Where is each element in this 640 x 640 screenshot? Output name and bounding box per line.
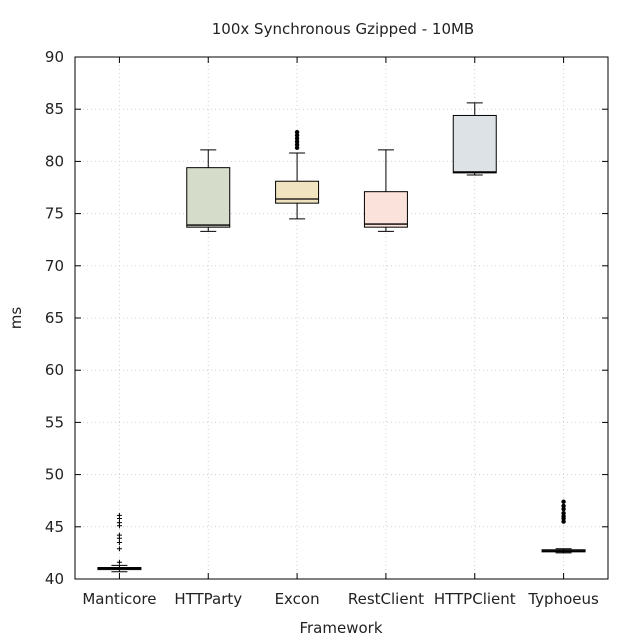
plot-border bbox=[74, 56, 609, 580]
y-tick-label: 85 bbox=[45, 100, 64, 118]
outlier-point bbox=[561, 503, 566, 509]
box-httparty bbox=[186, 149, 231, 232]
outlier-point bbox=[116, 520, 122, 526]
y-axis: 40 45 50 55 60 65 70 75 80 85 90 bbox=[45, 48, 608, 588]
outlier-point bbox=[116, 512, 122, 518]
y-tick-label: 65 bbox=[45, 309, 64, 327]
x-tick-label: HTTPClient bbox=[434, 590, 516, 608]
x-tick-label: Typhoeus bbox=[527, 590, 599, 608]
y-tick-label: 50 bbox=[45, 466, 64, 484]
x-tick-label: Manticore bbox=[82, 590, 156, 608]
box-excon bbox=[275, 129, 320, 220]
x-axis-title: Framework bbox=[299, 619, 382, 637]
x-tick-label: HTTParty bbox=[174, 590, 242, 608]
iqr-box bbox=[186, 167, 231, 228]
outlier-point bbox=[116, 546, 122, 552]
y-tick-label: 70 bbox=[45, 257, 64, 275]
y-tick-label: 75 bbox=[45, 205, 64, 223]
iqr-box bbox=[452, 114, 497, 174]
box-manticore bbox=[97, 512, 142, 573]
box-typhoeus bbox=[541, 499, 586, 554]
iqr-box bbox=[363, 191, 408, 228]
box-httpclient bbox=[452, 102, 497, 176]
outlier-point bbox=[294, 129, 300, 135]
chart-title: 100x Synchronous Gzipped - 10MB bbox=[212, 20, 474, 38]
outlier-point bbox=[294, 139, 300, 144]
outlier-point bbox=[294, 133, 300, 138]
boxes bbox=[97, 102, 586, 573]
outlier-point bbox=[116, 559, 122, 565]
y-tick-label: 40 bbox=[45, 570, 64, 588]
x-tick-label: RestClient bbox=[348, 590, 424, 608]
outlier-point bbox=[294, 142, 300, 147]
box-restclient bbox=[363, 149, 408, 232]
outlier-point bbox=[294, 136, 300, 141]
outlier-point bbox=[561, 511, 566, 516]
y-tick-label: 55 bbox=[45, 413, 64, 431]
outlier-point bbox=[561, 514, 566, 519]
outlier-point bbox=[294, 145, 300, 151]
outlier-point bbox=[561, 519, 566, 524]
x-axis: Manticore HTTParty Excon RestClient HTTPClie… bbox=[82, 57, 599, 608]
y-tick-label: 80 bbox=[45, 152, 64, 170]
outlier-point bbox=[116, 532, 122, 538]
y-tick-label: 45 bbox=[45, 518, 64, 536]
outlier-point bbox=[561, 499, 566, 504]
outlier-point bbox=[561, 506, 566, 512]
outlier-point bbox=[116, 539, 122, 545]
grid bbox=[75, 56, 608, 580]
iqr-box bbox=[275, 180, 320, 204]
y-tick-label: 90 bbox=[45, 48, 64, 66]
x-tick-label: Excon bbox=[275, 590, 320, 608]
y-tick-label: 60 bbox=[45, 361, 64, 379]
y-axis-title: ms bbox=[7, 307, 25, 330]
